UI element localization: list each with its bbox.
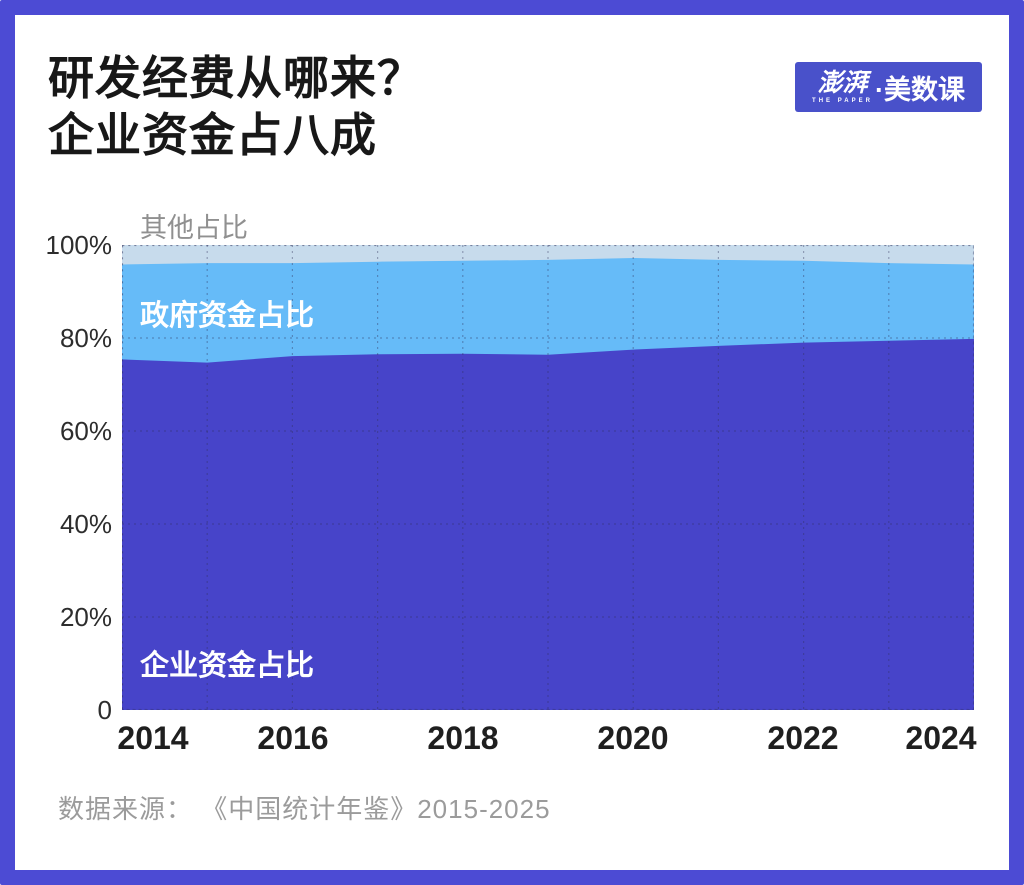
y-tick-20: 20% — [59, 602, 112, 632]
data-source-note: 数据来源： 《中国统计年鉴》2015-2025 — [58, 794, 551, 824]
x-tick-2014: 2014 — [117, 720, 189, 756]
x-tick-2016: 2016 — [257, 720, 329, 756]
series-label-government: 政府资金占比 — [140, 300, 315, 332]
publisher-logo: 澎湃 THE PAPER ·美数课 — [795, 62, 982, 112]
stacked-area-svg — [122, 245, 974, 710]
stacked-area-chart — [122, 245, 974, 710]
x-tick-2020: 2020 — [597, 720, 669, 756]
series-label-enterprise: 企业资金占比 — [140, 650, 315, 682]
x-tick-2022: 2022 — [767, 720, 839, 756]
y-tick-60: 60% — [59, 416, 112, 446]
logo-brand-text: 澎湃 — [817, 68, 868, 97]
logo-brand-block: 澎湃 THE PAPER — [812, 68, 873, 104]
x-tick-2024: 2024 — [905, 720, 977, 756]
series-label-other: 其他占比 — [140, 213, 248, 243]
y-tick-0: 0 — [97, 695, 112, 725]
y-tick-80: 80% — [59, 323, 112, 353]
title-line-2: 企业资金占八成 — [48, 109, 377, 162]
logo-suffix-text: ·美数课 — [874, 74, 965, 105]
page-title: 研发经费从哪来？ 企业资金占八成 — [48, 50, 424, 164]
y-tick-40: 40% — [59, 509, 112, 539]
x-tick-2018: 2018 — [427, 720, 499, 756]
logo-brand-subtext: THE PAPER — [812, 97, 873, 104]
y-tick-100: 100% — [45, 230, 113, 260]
title-line-1: 研发经费从哪来？ — [48, 52, 424, 104]
